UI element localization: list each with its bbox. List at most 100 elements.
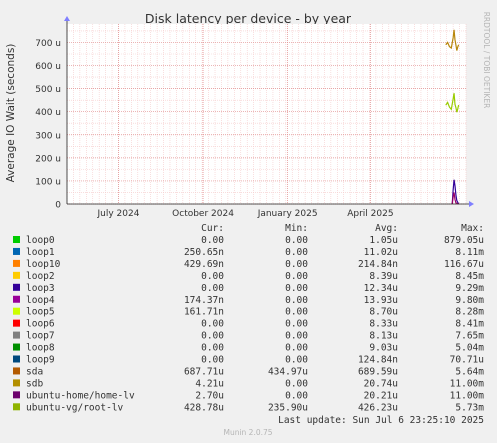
y-axis-label: Average IO Wait (seconds) xyxy=(5,44,17,183)
legend-value-avg: 11.02u xyxy=(364,247,398,258)
legend-value-min: 0.00 xyxy=(285,378,308,389)
legend-swatch xyxy=(13,283,20,291)
legend-row: loop0 0.00 0.00 1.05u 879.05u xyxy=(13,235,484,246)
legend-value-min: 0.00 xyxy=(285,271,308,282)
y-tick-label: 700 u xyxy=(35,39,61,49)
legend-row: loop5 161.71n 0.00 8.70u 8.28m xyxy=(13,307,484,318)
legend-row: ubuntu-home/home-lv 2.70u 0.00 20.21u 11.00m xyxy=(13,390,484,401)
legend-value-cur: 428.78u xyxy=(184,402,224,413)
legend-value-min: 0.00 xyxy=(285,259,308,270)
legend-series-name: loop3 xyxy=(26,283,55,294)
legend-row: loop4 174.37n 0.00 13.93u 9.80m xyxy=(13,295,484,306)
x-tick-label: January 2025 xyxy=(257,209,318,219)
legend-value-min: 235.90u xyxy=(268,402,308,413)
legend-series-name: loop8 xyxy=(26,343,55,354)
legend-value-cur: 161.71n xyxy=(184,307,224,318)
series-line-ubuntu-home-home-lv xyxy=(451,192,459,205)
legend-row: loop3 0.00 0.00 12.34u 9.29m xyxy=(13,283,484,294)
legend-value-avg: 8.33u xyxy=(369,319,398,330)
legend-value-avg: 689.59u xyxy=(358,366,398,377)
legend-series-name: loop4 xyxy=(26,295,55,306)
legend-value-cur: 0.00 xyxy=(201,331,224,342)
series-line-sda xyxy=(445,29,460,51)
legend-series-name: sdb xyxy=(26,378,43,389)
legend-row: loop10 429.69n 0.00 214.84n 116.67u xyxy=(13,259,484,270)
legend-value-min: 0.00 xyxy=(285,343,308,354)
series-layer xyxy=(445,29,460,205)
legend-row: loop2 0.00 0.00 8.39u 8.45m xyxy=(13,271,484,282)
legend-value-max: 116.67u xyxy=(444,259,484,270)
legend-swatch xyxy=(13,295,20,303)
legend-row: loop6 0.00 0.00 8.33u 8.41m xyxy=(13,319,484,330)
legend-series-name: loop9 xyxy=(26,355,55,366)
legend-series-name: ubuntu-vg/root-lv xyxy=(26,402,124,413)
legend-value-max: 8.41m xyxy=(455,319,484,330)
x-axis-arrow-icon xyxy=(469,201,474,207)
y-tick-label: 500 u xyxy=(35,85,61,95)
legend-series-name: sda xyxy=(26,366,43,377)
legend-series-name: loop10 xyxy=(26,259,61,270)
legend-value-avg: 426.23u xyxy=(358,402,398,413)
legend-swatch xyxy=(13,343,20,351)
y-tick-label: 300 u xyxy=(35,131,61,141)
last-update-text: Last update: Sun Jul 6 23:25:10 2025 xyxy=(278,415,484,426)
legend-header-max: Max: xyxy=(461,223,484,234)
legend-value-max: 9.29m xyxy=(455,283,484,294)
legend-swatch xyxy=(13,331,20,339)
y-tick-label: 0 xyxy=(55,201,61,211)
legend-value-max: 5.64m xyxy=(455,366,484,377)
series-line-ubuntu-vg-root-lv xyxy=(445,93,460,113)
x-tick-label: October 2024 xyxy=(172,209,234,219)
legend-value-avg: 8.39u xyxy=(369,271,398,282)
legend-value-max: 5.04m xyxy=(455,343,484,354)
legend-value-max: 9.80m xyxy=(455,295,484,306)
legend-value-avg: 13.93u xyxy=(364,295,398,306)
legend-value-max: 8.45m xyxy=(455,271,484,282)
legend-value-max: 879.05u xyxy=(444,235,484,246)
legend-series-name: loop6 xyxy=(26,319,55,330)
legend-series-name: ubuntu-home/home-lv xyxy=(26,390,135,401)
x-tick-label: July 2024 xyxy=(97,209,140,219)
legend-swatch xyxy=(13,307,20,315)
legend-value-avg: 8.13u xyxy=(369,331,398,342)
legend-value-min: 0.00 xyxy=(285,355,308,366)
legend-value-max: 11.00m xyxy=(450,378,485,389)
legend-swatch xyxy=(13,247,20,255)
legend-header-cur: Cur: xyxy=(201,223,224,234)
legend-value-min: 0.00 xyxy=(285,390,308,401)
legend-series-name: loop1 xyxy=(26,247,55,258)
legend-value-min: 0.00 xyxy=(285,331,308,342)
legend-value-avg: 1.05u xyxy=(369,235,398,246)
legend-value-min: 434.97u xyxy=(268,366,308,377)
legend-value-cur: 2.70u xyxy=(195,390,224,401)
legend-value-avg: 8.70u xyxy=(369,307,398,318)
legend-swatch xyxy=(13,236,20,243)
legend-value-avg: 214.84n xyxy=(358,259,398,270)
legend-value-min: 0.00 xyxy=(285,283,308,294)
legend-value-min: 0.00 xyxy=(285,247,308,258)
legend-value-max: 7.65m xyxy=(455,331,484,342)
legend-swatch xyxy=(13,379,20,387)
munin-version-text: Munin 2.0.75 xyxy=(223,428,272,437)
legend-swatch xyxy=(13,403,20,411)
x-tick-label: April 2025 xyxy=(347,209,393,219)
y-axis-arrow-icon xyxy=(64,16,70,21)
legend-series-name: loop2 xyxy=(26,271,55,282)
legend-value-max: 5.73m xyxy=(455,402,484,413)
legend-value-cur: 0.00 xyxy=(201,235,224,246)
legend-row: ubuntu-vg/root-lv 428.78u 235.90u 426.23u 5.… xyxy=(13,402,484,413)
rrdtool-credit-label: RRDTOOL / TOBI OETIKER xyxy=(482,12,491,109)
series-line-loop3 xyxy=(451,179,460,205)
legend-value-avg: 20.74u xyxy=(364,378,398,389)
legend-value-cur: 250.65n xyxy=(184,247,224,258)
legend-value-cur: 687.71u xyxy=(184,366,224,377)
legend-value-cur: 174.37n xyxy=(184,295,224,306)
legend-value-max: 70.71u xyxy=(450,355,484,366)
legend-swatch xyxy=(13,259,20,267)
legend-value-min: 0.00 xyxy=(285,295,308,306)
legend-value-cur: 429.69n xyxy=(184,259,224,270)
legend-value-avg: 12.34u xyxy=(364,283,398,294)
axis-layer xyxy=(64,16,474,207)
legend-series-name: loop5 xyxy=(26,307,55,318)
